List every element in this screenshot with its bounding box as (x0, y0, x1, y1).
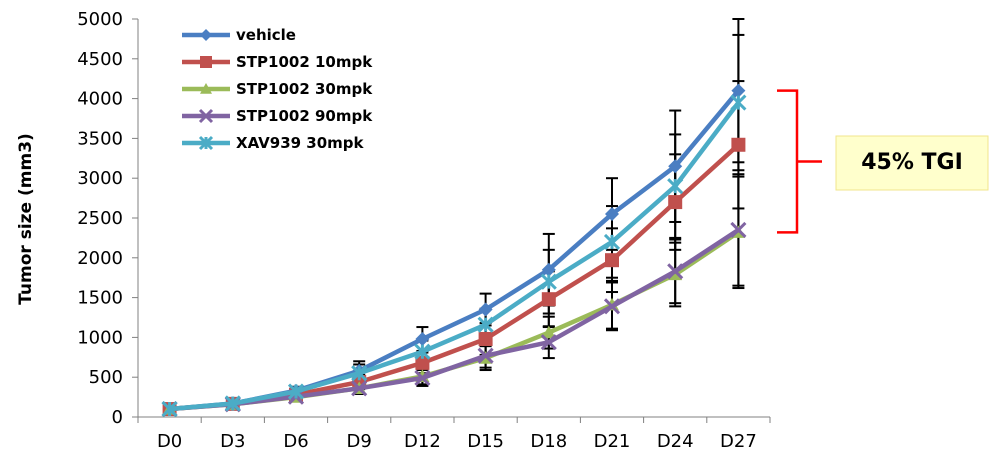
data-point (478, 302, 493, 317)
tgi-annotation: 45% TGI (777, 89, 989, 234)
data-point (351, 365, 368, 382)
y-tick-label: 500 (89, 367, 123, 388)
x-tick-label: D24 (657, 431, 694, 452)
data-point (287, 383, 305, 400)
y-tick-label: 3500 (77, 128, 123, 149)
data-point (730, 94, 747, 111)
x-tick-label: D18 (530, 431, 567, 452)
y-axis-label: Tumor size (mm3) (16, 133, 36, 305)
legend: vehicle STP1002 10mpk STP1002 30mpk STP1002… (182, 26, 373, 152)
data-point (478, 331, 493, 346)
data-point (541, 292, 556, 307)
data-point (731, 137, 746, 152)
x-tick-label: D15 (467, 431, 504, 452)
data-point (415, 331, 430, 346)
series-line (169, 101, 741, 412)
legend-label: STP1002 30mpk (236, 80, 373, 98)
data-point (198, 135, 214, 151)
data-point (668, 159, 683, 174)
data-point (161, 400, 178, 418)
data-point (540, 273, 557, 290)
y-tick-label: 4000 (77, 89, 123, 110)
y-tick-label: 2000 (77, 248, 123, 269)
tgi-label: 45% TGI (861, 150, 963, 175)
x-tick-label: D27 (720, 431, 757, 452)
series-lines (161, 83, 747, 418)
x-tick-label: D21 (594, 431, 631, 452)
legend-label: vehicle (236, 26, 296, 44)
x-tick-label: D3 (220, 431, 245, 452)
data-point (224, 395, 241, 412)
y-tick-label: 0 (112, 407, 123, 428)
y-tick-label: 3000 (77, 168, 123, 189)
data-point (415, 355, 430, 370)
data-point (351, 380, 368, 397)
series (162, 225, 746, 415)
data-point (605, 253, 619, 268)
tgi-bracket (777, 89, 822, 234)
data-point (541, 262, 556, 277)
y-tick-label: 5000 (77, 9, 123, 30)
y-tick-label: 4500 (77, 49, 123, 70)
data-point (667, 263, 684, 280)
x-tick-label: D9 (347, 431, 372, 452)
data-point (667, 178, 684, 195)
data-point (477, 316, 494, 333)
data-point (730, 221, 747, 239)
axes: 0 500 1000 1500 2000 2500 3000 3500 4000 4500 5000… (77, 9, 771, 452)
x-tick-label: D6 (283, 431, 308, 452)
data-point (603, 233, 621, 250)
tgi-box (835, 135, 989, 191)
data-point (200, 29, 212, 41)
legend-label: XAV939 30mpk (236, 134, 365, 152)
data-point (605, 207, 619, 222)
legend-label: STP1002 90mpk (236, 107, 373, 125)
data-point (414, 369, 431, 387)
data-point (477, 347, 494, 364)
x-tick-label: D0 (157, 431, 182, 452)
data-point (541, 325, 556, 339)
y-tick-label: 2500 (77, 208, 123, 229)
series-line (169, 228, 740, 412)
series (161, 221, 747, 418)
series (161, 94, 747, 418)
data-point (603, 298, 621, 315)
y-tick-label: 1500 (77, 288, 123, 309)
data-point (668, 195, 683, 210)
data-point (731, 83, 746, 98)
data-point (540, 334, 557, 351)
data-point (200, 56, 212, 68)
data-point (200, 83, 212, 94)
series-line (169, 230, 740, 412)
data-point (414, 343, 431, 360)
legend-label: STP1002 10mpk (236, 53, 373, 71)
data-point (198, 108, 214, 124)
x-tick-label: D12 (404, 431, 441, 452)
y-tick-label: 1000 (77, 327, 123, 348)
